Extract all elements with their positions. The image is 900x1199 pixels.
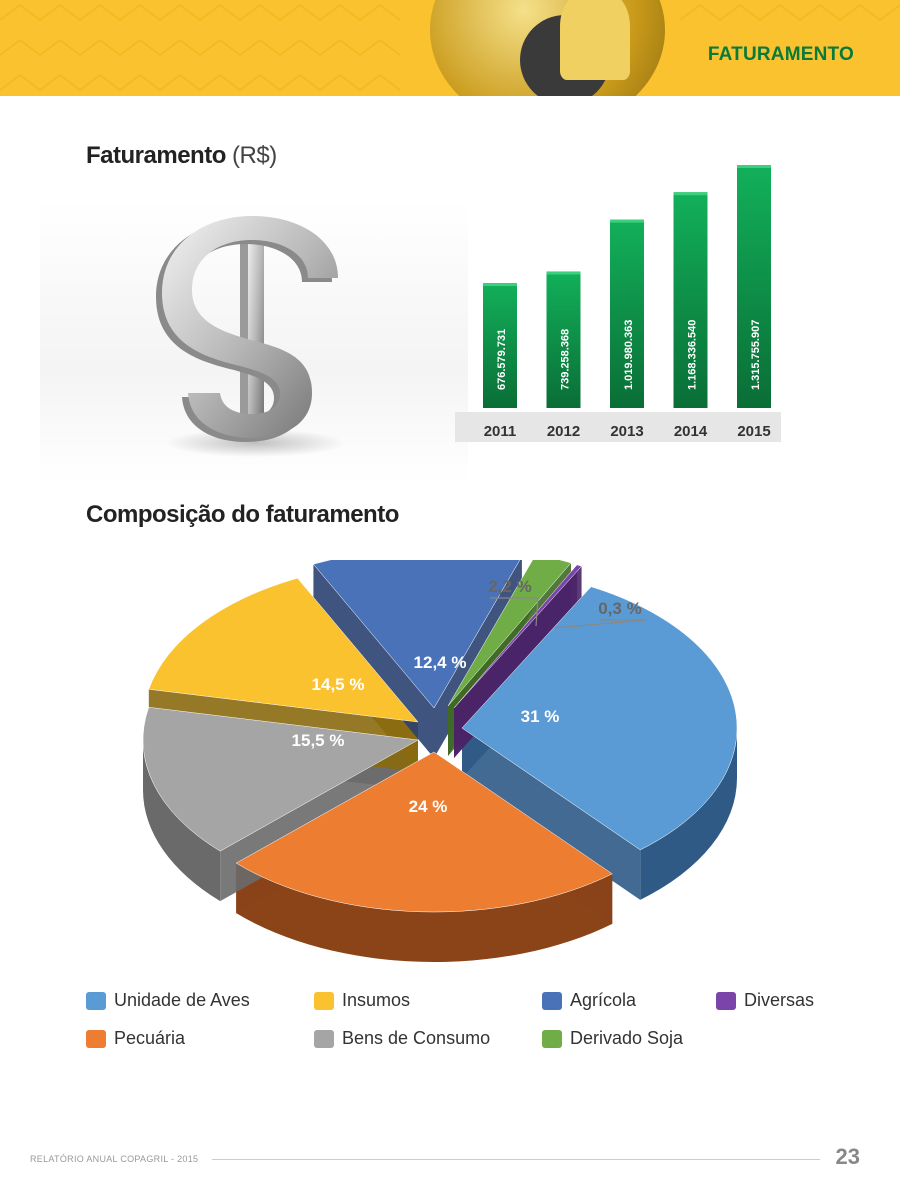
bar-value-label-2015: 1.315.755.907 xyxy=(750,320,762,390)
bar-value-label-2011: 676.579.731 xyxy=(496,329,508,390)
bar-2012 xyxy=(546,271,581,408)
legend-item-Insumos: Insumos xyxy=(314,990,410,1011)
bar-category-label-2014: 2014 xyxy=(674,423,708,440)
dollar-illustration xyxy=(40,198,468,483)
legend-item-Pecuária: Pecuária xyxy=(86,1028,185,1049)
bar-category-label-2015: 2015 xyxy=(737,423,770,440)
legend-label: Derivado Soja xyxy=(570,1028,684,1048)
legend-label: Insumos xyxy=(342,990,411,1010)
legend-swatch xyxy=(542,991,562,1010)
revenue-bar-chart: 676.579.731 2011 739.258.368 2012 1.019.980.… xyxy=(455,165,781,442)
revenue-composition-pie-chart: 31 % 24 % 15,5 % 14,5 % 12,4 % 2,2 % 0,3 % xyxy=(142,560,738,962)
chart2-title: Composição do faturamento xyxy=(86,501,399,528)
legend-swatch xyxy=(86,1029,106,1048)
pie-slice-Unidade de Aves xyxy=(461,586,738,851)
dollar-sign-icon xyxy=(156,216,345,457)
pie-wall-Unidade de Aves-1 xyxy=(462,728,641,900)
legend-swatch xyxy=(314,991,334,1010)
bar-value-label-2012: 739.258.368 xyxy=(560,329,572,390)
footer-divider xyxy=(212,1159,820,1160)
pie-value-label-Insumos: 14,5 % xyxy=(312,675,365,694)
bar-category-label-2012: 2012 xyxy=(547,423,580,440)
legend-item-Unidade de Aves: Unidade de Aves xyxy=(86,990,250,1011)
pie-value-label-Derivado Soja: 2,2 % xyxy=(488,577,531,596)
pie-side-Pecuária xyxy=(236,863,613,962)
legend-item-Derivado Soja: Derivado Soja xyxy=(542,1028,683,1049)
footer-report-title: RELATÓRIO ANUAL COPAGRIL - 2015 xyxy=(30,1154,199,1164)
legend-item-Bens de Consumo: Bens de Consumo xyxy=(314,1028,490,1049)
pie-slice-Pecuária xyxy=(235,751,613,913)
pie-side-Bens de Consumo xyxy=(143,740,221,902)
bar-category-label-2013: 2013 xyxy=(610,423,643,440)
bar-top-2011 xyxy=(483,283,517,287)
bar-category-label-2011: 2011 xyxy=(484,423,517,440)
page-header: FATURAMENTO xyxy=(0,0,900,96)
pie-slice-Bens de Consumo xyxy=(142,707,419,852)
coin-highlight xyxy=(560,0,630,80)
page-footer: RELATÓRIO ANUAL COPAGRIL - 2015 23 xyxy=(30,1144,860,1170)
legend-swatch xyxy=(542,1029,562,1048)
legend-label: Bens de Consumo xyxy=(342,1028,491,1048)
legend-label: Unidade de Aves xyxy=(114,990,250,1010)
chart1-title-unit: (R$) xyxy=(232,142,277,169)
chart1-title: Faturamento (R$) xyxy=(86,142,277,170)
bar-top-2014 xyxy=(673,192,708,196)
bar-2011 xyxy=(483,283,517,408)
legend-swatch xyxy=(314,1029,334,1048)
bar-value-label-2014: 1.168.336.540 xyxy=(687,320,699,390)
legend-label: Diversas xyxy=(744,990,815,1010)
section-title: FATURAMENTO xyxy=(707,44,854,65)
bar-top-2012 xyxy=(546,271,581,275)
bar-top-2015 xyxy=(737,165,771,168)
pie-value-label-Agrícola: 12,4 % xyxy=(414,653,467,672)
legend-item-Diversas: Diversas xyxy=(716,990,814,1011)
pie-value-label-Bens de Consumo: 15,5 % xyxy=(292,731,345,750)
bar-value-label-2013: 1.019.980.363 xyxy=(623,320,635,390)
pie-slice-Insumos xyxy=(148,577,419,723)
pie-slice-Derivado Soja xyxy=(447,560,572,707)
legend-item-Agrícola: Agrícola xyxy=(542,990,636,1011)
legend-swatch xyxy=(716,991,736,1010)
chart1-title-text: Faturamento xyxy=(86,142,226,169)
legend-label: Agrícola xyxy=(570,990,637,1010)
bar-2014 xyxy=(673,192,708,408)
pie-value-label-Pecuária: 24 % xyxy=(409,797,448,816)
header-pattern xyxy=(0,4,900,91)
legend-swatch xyxy=(86,991,106,1010)
pie-value-label-Unidade de Aves: 31 % xyxy=(521,707,560,726)
pie-side-Unidade de Aves xyxy=(640,728,737,900)
pie-legend: Unidade de Aves Insumos Agrícola Diversas Pe… xyxy=(86,990,846,1070)
page-number: 23 xyxy=(835,1144,860,1169)
pie-slice-Diversas xyxy=(453,564,583,709)
bar-top-2013 xyxy=(610,219,644,223)
bar-axis-strip xyxy=(455,412,781,442)
legend-label: Pecuária xyxy=(114,1028,186,1048)
pie-leader-Diversas xyxy=(554,619,647,629)
pie-slice-Agrícola xyxy=(313,560,521,709)
bar-2015 xyxy=(737,165,771,408)
pie-value-label-Diversas: 0,3 % xyxy=(598,599,641,618)
pie-leader-Derivado Soja xyxy=(490,597,539,627)
bar-2013 xyxy=(610,219,644,408)
